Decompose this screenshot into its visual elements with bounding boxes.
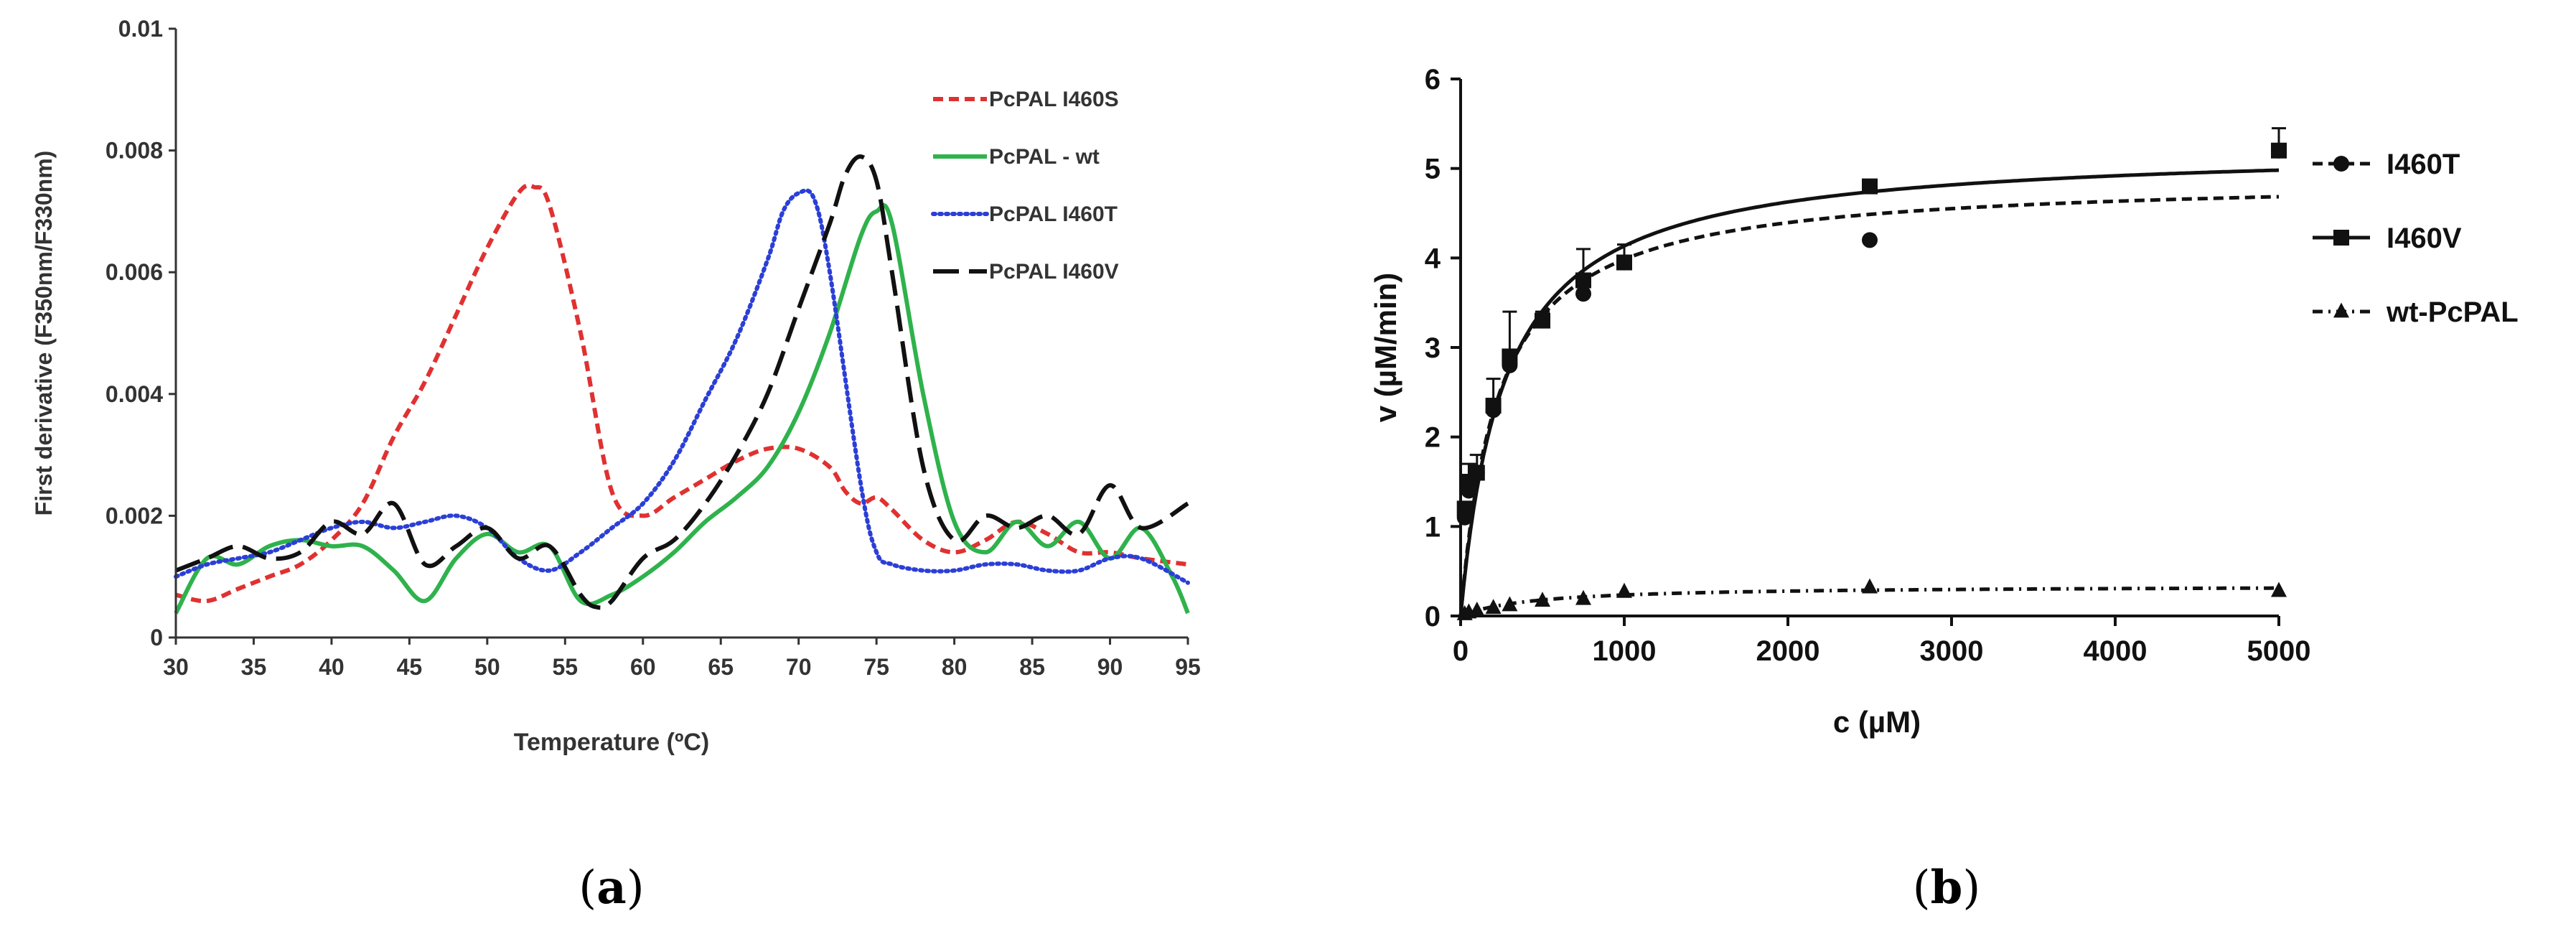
panel-b-x-tick-label: 1000: [1593, 635, 1657, 667]
panel-a-chart: 30 35 40 45 50 55 60 65 70 75 80 85 90 95 0 0.002 0.004 0…: [31, 16, 1201, 915]
panel-a-legend-label: PcPAL I460V: [989, 260, 1119, 284]
panel-b-y-tick-label: 6: [1425, 64, 1441, 95]
panel-b-point-i460v: [2271, 142, 2287, 159]
panel-b-x-axis-label: c (µM): [1833, 705, 1921, 739]
panel-b-point-i460v: [1616, 254, 1632, 271]
panel-a-y-tick-label: 0.004: [106, 381, 163, 407]
panel-a-x-tick-label: 45: [397, 654, 423, 680]
panel-b-legend: I460T I460V wt-PcPAL: [2313, 149, 2519, 328]
panel-b-y-tick-label: 0: [1425, 601, 1441, 632]
panel-b-y-axis-label: v (µM/min): [1369, 273, 1402, 423]
panel-a-y-tick-label: 0.006: [106, 259, 163, 285]
panel-a-y-tick-label: 0.002: [106, 503, 163, 528]
panel-a-x-tick-label: 90: [1097, 654, 1123, 680]
panel-b-point-wt-pcpal: [1575, 589, 1591, 605]
panel-b-label: (b): [1913, 861, 1981, 915]
panel-a-series-line-pcpal-i460s: [175, 183, 1189, 604]
panel-a-series-line-pcpal-i460t: [174, 188, 1190, 585]
panel-a-x-tick-label: 85: [1019, 654, 1045, 680]
panel-a-x-tick-label: 75: [863, 654, 889, 680]
panel-a-y-tick-label: 0.008: [106, 138, 163, 164]
panel-a-series-group: [174, 154, 1190, 615]
panel-b-x-tick-label: 0: [1453, 635, 1469, 667]
panel-b-y-tick-label: 5: [1425, 154, 1441, 185]
panel-a-x-tick-label: 70: [786, 654, 812, 680]
panel-b-legend-label: wt-PcPAL: [2386, 296, 2519, 328]
panel-b-point-i460v: [1575, 272, 1591, 289]
panel-a-y-tick-label: 0.01: [118, 16, 163, 42]
panel-a-y-tick-label: 0: [150, 625, 163, 650]
panel-a-x-tick-label: 35: [241, 654, 267, 680]
panel-a-label: (a): [579, 861, 644, 915]
panel-b-point-wt-pcpal: [1485, 599, 1502, 615]
panel-a-x-tick-label: 30: [163, 654, 189, 680]
panel-a-x-tick-label: 60: [630, 654, 656, 680]
panel-b-legend-marker: [2333, 156, 2349, 172]
panel-a-legend-label: PcPAL I460T: [989, 202, 1118, 226]
panel-a-x-tick-label: 50: [474, 654, 500, 680]
panel-b-point-i460v: [1502, 348, 1518, 365]
panel-b-point-i460v: [1862, 178, 1878, 195]
panel-a-x-tick-label: 95: [1175, 654, 1201, 680]
panel-b-x-tick-label: 3000: [1920, 635, 1984, 667]
panel-a-x-tick-label: 80: [942, 654, 968, 680]
panel-b-point-wt-pcpal: [2271, 582, 2287, 597]
panel-b-chart: 0 1000 2000 3000 4000 5000 0 1 2 3 4 5 6 c (µM) v (µ…: [1369, 64, 2519, 915]
panel-b-point-wt-pcpal: [1862, 578, 1878, 594]
panel-b-point-i460v: [1535, 312, 1550, 329]
panel-a-legend-label: PcPAL I460S: [989, 88, 1119, 111]
panel-b-y-tick-label: 2: [1425, 422, 1441, 454]
panel-b-legend-marker: [2333, 302, 2349, 318]
panel-b-x-tick-label: 2000: [1756, 635, 1820, 667]
panel-b-point-wt-pcpal: [1469, 601, 1485, 617]
panel-b-point-i460t: [1862, 232, 1878, 248]
panel-a-legend: PcPAL I460S PcPAL - wt PcPAL I460T PcPAL I4…: [931, 88, 1119, 284]
panel-b-x-tick-label: 5000: [2247, 635, 2311, 667]
panel-b-point-i460t: [1575, 286, 1591, 302]
panel-a-y-axis-label: First derivative (F350nm/F330nm): [31, 151, 57, 516]
panel-b-point-wt-pcpal: [1502, 596, 1518, 612]
panel-b-fit-i460t: [1458, 195, 2280, 617]
panel-b-legend-marker: [2333, 230, 2349, 246]
panel-b-point-wt-pcpal: [1535, 592, 1550, 607]
panel-b-point-i460v: [1469, 464, 1485, 481]
panel-b-legend-label: I460T: [2387, 149, 2460, 180]
panel-a-legend-label: PcPAL - wt: [989, 145, 1100, 169]
panel-a-x-tick-label: 65: [708, 654, 734, 680]
panel-b-point-i460v: [1485, 398, 1502, 414]
panel-b-point-wt-pcpal: [1616, 582, 1632, 598]
panel-b-legend-label: I460V: [2387, 223, 2462, 254]
panel-b-y-tick-label: 4: [1425, 243, 1441, 274]
panel-a-x-axis-label: Temperature (ºC): [514, 729, 710, 756]
panel-b-y-tick-label: 3: [1425, 332, 1441, 364]
panel-b-y-tick-label: 1: [1425, 511, 1441, 543]
panel-b-points: [1456, 127, 2287, 620]
panel-a-x-tick-label: 55: [553, 654, 579, 680]
panel-a-series-line-pcpal-i460v: [174, 154, 1189, 610]
panel-b-x-tick-label: 4000: [2084, 635, 2148, 667]
panel-a-x-tick-label: 40: [319, 654, 345, 680]
